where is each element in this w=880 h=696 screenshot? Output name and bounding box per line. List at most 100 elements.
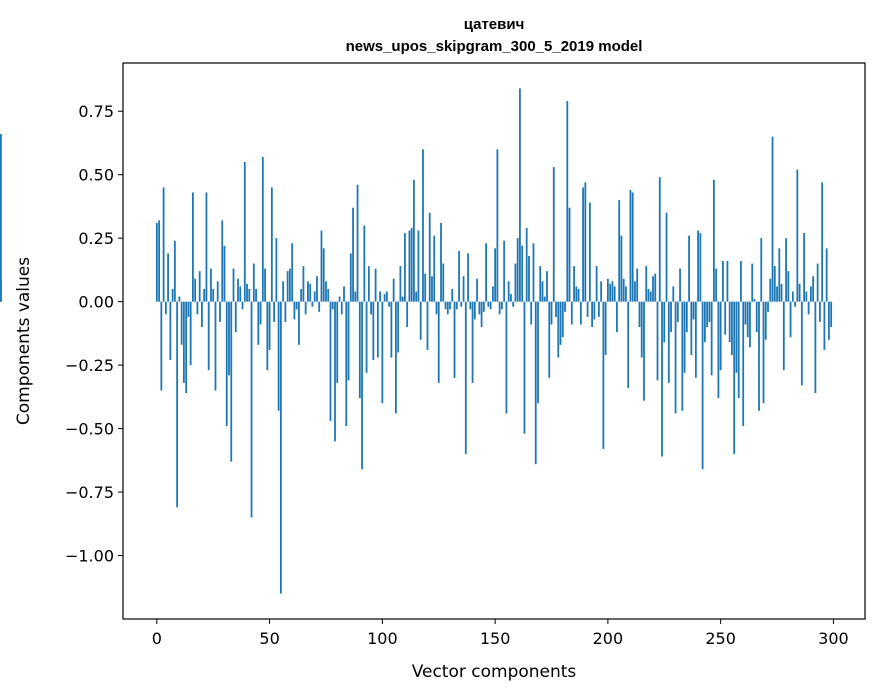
- bar: [742, 301, 745, 427]
- bar: [266, 301, 269, 371]
- bar: [746, 301, 749, 338]
- bar: [440, 222, 442, 302]
- bar: [767, 301, 769, 312]
- bar: [722, 261, 724, 302]
- bar: [167, 253, 169, 302]
- bar: [519, 88, 521, 302]
- bar: [365, 301, 368, 373]
- bar: [370, 301, 372, 315]
- y-axis-label: Components values: [14, 257, 34, 425]
- bar: [298, 301, 300, 345]
- bar: [415, 291, 418, 302]
- bar: [821, 182, 824, 302]
- bar: [182, 301, 185, 383]
- bar: [397, 301, 400, 353]
- plot-area-frame: [122, 62, 866, 620]
- bar: [828, 301, 830, 340]
- bar: [237, 278, 239, 302]
- bar: [690, 301, 693, 355]
- bar: [352, 207, 354, 302]
- bar: [719, 301, 722, 371]
- bar: [383, 294, 386, 302]
- bar: [762, 301, 765, 404]
- bar: [636, 268, 639, 302]
- bar: [570, 301, 573, 325]
- bar: [613, 286, 616, 302]
- bar: [697, 230, 699, 302]
- bar: [270, 187, 273, 302]
- bar: [487, 301, 490, 307]
- bar: [223, 245, 226, 302]
- bar: [316, 276, 318, 302]
- bar: [162, 187, 165, 302]
- bar: [257, 301, 260, 345]
- bar: [649, 291, 652, 302]
- bar: [189, 301, 192, 366]
- bar: [749, 301, 751, 348]
- bar: [480, 301, 483, 328]
- bar: [460, 301, 463, 307]
- bar: [665, 212, 668, 302]
- bar: [510, 294, 512, 302]
- bar: [295, 301, 298, 310]
- bar: [800, 301, 803, 386]
- bar: [158, 220, 160, 302]
- bar: [406, 301, 409, 328]
- bar: [426, 301, 429, 350]
- bar: [424, 273, 427, 302]
- bar: [758, 301, 760, 411]
- bar: [552, 167, 555, 302]
- bar: [507, 281, 510, 302]
- bar: [458, 250, 460, 302]
- bar: [248, 288, 251, 302]
- bar: [550, 301, 553, 325]
- bar: [640, 301, 643, 358]
- bar: [173, 240, 176, 302]
- bar: [259, 301, 262, 325]
- bar: [634, 281, 636, 302]
- bar: [794, 301, 796, 307]
- bar: [478, 301, 481, 315]
- bar: [194, 278, 197, 302]
- bar: [284, 301, 287, 322]
- bar: [532, 243, 535, 302]
- bar: [293, 301, 296, 320]
- chart-subtitle: news_upos_skipgram_300_5_2019 model: [346, 38, 643, 55]
- bar: [471, 301, 474, 383]
- bar: [818, 301, 821, 322]
- bar: [812, 276, 815, 302]
- bar: [381, 301, 384, 404]
- bar: [401, 296, 404, 302]
- bar: [291, 243, 294, 302]
- bar: [462, 276, 465, 302]
- bar: [496, 149, 499, 302]
- bar: [304, 301, 307, 315]
- bar: [399, 266, 402, 302]
- bar: [417, 230, 420, 302]
- bar: [444, 301, 447, 310]
- bar: [751, 263, 754, 302]
- bar: [336, 301, 339, 383]
- bar: [764, 301, 767, 340]
- bar: [322, 248, 325, 302]
- bar: [469, 301, 472, 310]
- bar: [404, 233, 406, 302]
- bar: [618, 200, 621, 302]
- bar: [512, 301, 515, 307]
- bar: [473, 301, 476, 320]
- bar: [753, 299, 756, 302]
- bar: [631, 192, 634, 302]
- x-tick-label: 100: [367, 629, 398, 648]
- bar: [715, 268, 718, 302]
- bar: [654, 273, 657, 302]
- bar: [778, 248, 781, 302]
- bar: [561, 301, 564, 338]
- bar: [586, 301, 589, 317]
- bar: [428, 212, 431, 302]
- bar: [268, 301, 271, 350]
- bar: [356, 184, 359, 302]
- bar: [505, 301, 508, 414]
- bar: [577, 288, 580, 302]
- bar: [435, 301, 438, 315]
- bar: [737, 301, 740, 399]
